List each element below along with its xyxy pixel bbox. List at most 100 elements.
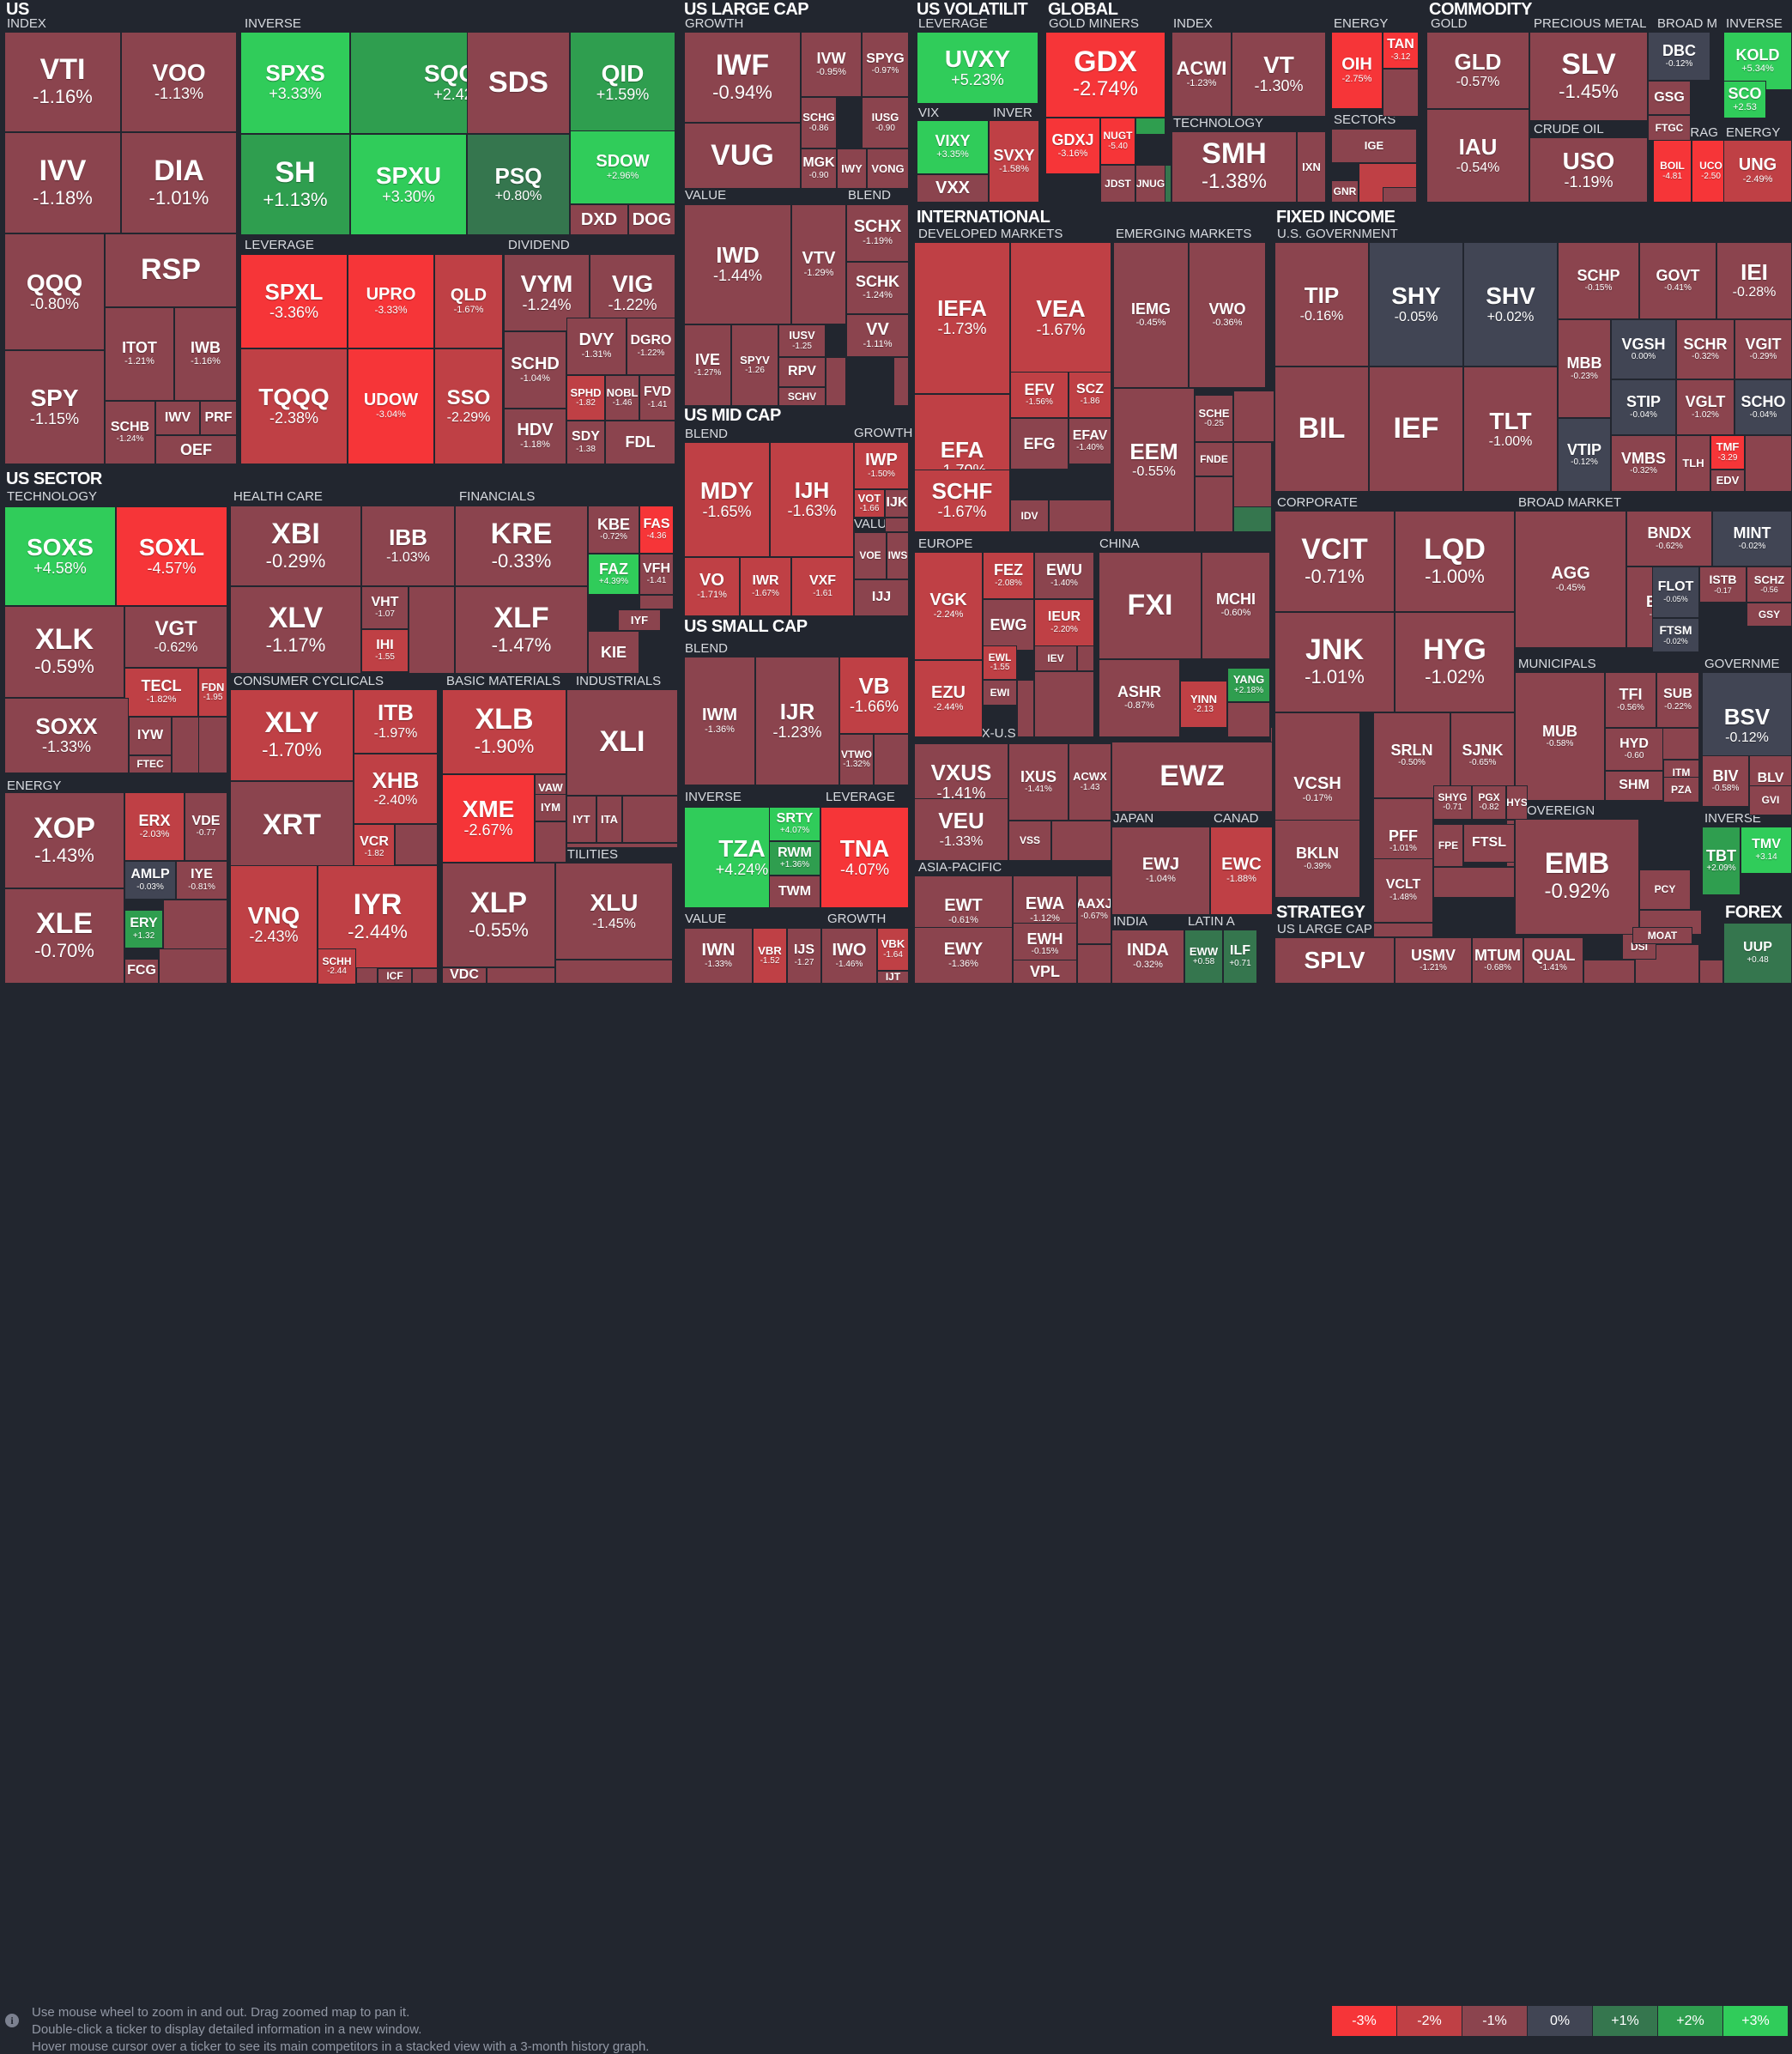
ticker-tile-ezu[interactable]: EZU -2.44% [914,660,983,737]
ticker-tile-veu[interactable]: VEU -1.33% [914,798,1008,861]
ticker-tile-soxx[interactable]: SOXX -1.33% [4,698,129,773]
ticker-tile-ftec[interactable]: FTEC [129,755,172,773]
ticker-tile-vgt[interactable]: VGT -0.62% [124,606,227,668]
ticker-tile-stip[interactable]: STIP -0.04% [1611,379,1676,435]
ticker-tile-ibb[interactable]: IBB -1.03% [361,506,455,586]
ticker-tile-shyg[interactable]: SHYG -0.71 [1433,785,1472,820]
ticker-tile-xlp[interactable]: XLP -0.55% [442,863,555,967]
ticker-tile-mchi[interactable]: MCHI -0.60% [1202,552,1270,659]
ticker-tile-fcg[interactable]: FCG [124,959,159,984]
ticker-tile-vcit[interactable]: VCIT -0.71% [1274,511,1395,612]
ticker-tile-srty[interactable]: SRTY +4.07% [769,807,820,841]
minor-etf-tile[interactable] [395,824,438,865]
ticker-tile-iwd[interactable]: IWD -1.44% [684,204,791,324]
ticker-tile-fas[interactable]: FAS -4.36 [639,506,674,554]
ticker-tile-ashr[interactable]: ASHR -0.87% [1099,659,1180,737]
ticker-tile-sh[interactable]: SH +1.13% [240,134,350,235]
ticker-tile-shv[interactable]: SHV +0.02% [1463,242,1558,367]
ticker-tile-uso[interactable]: USO -1.19% [1529,137,1648,203]
ticker-tile-iev[interactable]: IEV [1034,645,1077,671]
ticker-tile-xhb[interactable]: XHB -2.40% [354,754,438,824]
ticker-tile-yinn[interactable]: YINN -2.13 [1180,681,1227,728]
minor-etf-tile[interactable] [1049,500,1111,532]
ticker-tile-fxi[interactable]: FXI [1099,552,1202,659]
minor-etf-tile[interactable] [1745,435,1792,492]
ticker-tile-twm[interactable]: TWM [769,876,820,908]
ticker-tile-xly[interactable]: XLY -1.70% [230,689,354,781]
ticker-tile-sco[interactable]: SCO +2.53 [1723,81,1766,118]
ticker-tile-svxy[interactable]: SVXY -1.58% [989,120,1039,203]
ticker-tile-schz[interactable]: SCHZ -0.56 [1747,567,1792,603]
ticker-tile-efav[interactable]: EFAV -1.40% [1069,418,1111,464]
ticker-tile-fnde[interactable]: FNDE [1195,442,1233,476]
ticker-tile-dgro[interactable]: DGRO -1.22% [627,318,675,375]
ticker-tile-ewl[interactable]: EWL -1.55 [983,645,1017,680]
ticker-tile-flot[interactable]: FLOT -0.05% [1652,567,1699,618]
minor-etf-tile[interactable] [566,843,678,848]
ticker-tile-kie[interactable]: KIE [588,631,639,674]
ticker-tile-mgk[interactable]: MGK -0.90 [801,148,837,189]
ticker-tile-gld[interactable]: GLD -0.57% [1426,32,1529,109]
ticker-tile-dxd[interactable]: DXD [570,204,628,235]
ticker-tile-jnk[interactable]: JNK -1.01% [1274,612,1395,712]
ticker-tile-slv[interactable]: SLV -1.45% [1529,32,1648,121]
ticker-tile-amlp[interactable]: AMLP -0.03% [124,861,176,900]
ticker-tile-idv[interactable]: IDV [1010,500,1049,532]
ticker-tile-tlh[interactable]: TLH [1676,435,1710,492]
minor-etf-tile[interactable] [893,357,909,406]
ticker-tile-iyt[interactable]: IYT [566,796,596,843]
ticker-tile-iusg[interactable]: IUSG -0.90 [862,97,909,148]
ticker-tile-sds[interactable]: SDS [467,32,570,134]
ticker-tile-vti[interactable]: VTI -1.16% [4,32,121,132]
minor-etf-tile[interactable] [1195,476,1233,532]
ticker-tile-qid[interactable]: QID +1.59% [570,32,675,134]
minor-etf-tile[interactable] [826,357,846,406]
ticker-tile-mint[interactable]: MINT -0.02% [1712,511,1792,567]
ticker-tile-dog[interactable]: DOG [628,204,675,235]
ticker-tile-vgk[interactable]: VGK -2.24% [914,552,983,660]
ticker-tile-vglt[interactable]: VGLT -1.02% [1676,379,1734,435]
ticker-tile-qqq[interactable]: QQQ -0.80% [4,233,105,350]
ticker-tile-iwr[interactable]: IWR -1.67% [740,557,791,616]
ticker-tile-faz[interactable]: FAZ +4.39% [588,554,639,595]
minor-etf-tile[interactable] [1227,702,1270,737]
ticker-tile-iws[interactable]: IWS [887,532,909,579]
ticker-tile-bkln[interactable]: BKLN -0.39% [1274,820,1360,898]
minor-etf-tile[interactable] [1077,944,1111,984]
ticker-tile-ewi[interactable]: EWI [983,680,1017,706]
ticker-tile-oef[interactable]: OEF [155,435,237,464]
ticker-tile-nobl[interactable]: NOBL -1.46 [605,375,639,421]
ticker-tile-soxl[interactable]: SOXL -4.57% [116,506,227,606]
ticker-tile-xlb[interactable]: XLB -1.90% [442,689,566,774]
minor-etf-tile[interactable] [1373,923,1433,937]
ticker-tile-spyv[interactable]: SPYV -1.26 [731,324,778,406]
ticker-tile-agg[interactable]: AGG -0.45% [1515,511,1626,648]
ticker-tile-sub[interactable]: SUB -0.22% [1656,672,1699,728]
ticker-tile-schv[interactable]: SCHV [778,387,826,406]
ticker-tile-rsp[interactable]: RSP [105,233,237,307]
ticker-tile-gnr[interactable]: GNR [1331,180,1359,203]
ticker-tile-usmv[interactable]: USMV -1.21% [1395,937,1472,984]
minor-etf-tile[interactable] [1077,645,1094,671]
ticker-tile-shm[interactable]: SHM [1605,771,1663,801]
ticker-tile-vym[interactable]: VYM -1.24% [504,254,590,331]
ticker-tile-vwo[interactable]: VWO -0.36% [1189,242,1266,388]
ticker-tile-fdl[interactable]: FDL [605,421,675,464]
ticker-tile-moat[interactable]: MOAT [1632,927,1692,944]
ticker-tile-fpe[interactable]: FPE [1433,824,1463,867]
minor-etf-tile[interactable] [159,948,227,984]
ticker-tile-tqqq[interactable]: TQQQ -2.38% [240,348,348,464]
ticker-tile-vht[interactable]: VHT -1.07 [361,586,409,629]
ticker-tile-vpl[interactable]: VPL [1013,960,1077,984]
ticker-tile-voo[interactable]: VOO -1.13% [121,32,237,132]
ticker-tile-xrt[interactable]: XRT [230,781,354,870]
minor-etf-tile[interactable] [198,717,227,773]
ticker-tile-xli[interactable]: XLI [566,689,678,796]
ticker-tile-iyr[interactable]: IYR -2.44% [318,865,438,968]
ticker-tile-dvy[interactable]: DVY -1.31% [566,318,627,375]
ticker-tile-iyw[interactable]: IYW [129,717,172,755]
minor-etf-tile[interactable] [1383,69,1419,117]
ticker-tile-vfh[interactable]: VFH -1.41 [639,554,674,595]
ticker-tile-ewy[interactable]: EWY -1.36% [914,927,1013,984]
ticker-tile-ijr[interactable]: IJR -1.23% [755,657,839,785]
